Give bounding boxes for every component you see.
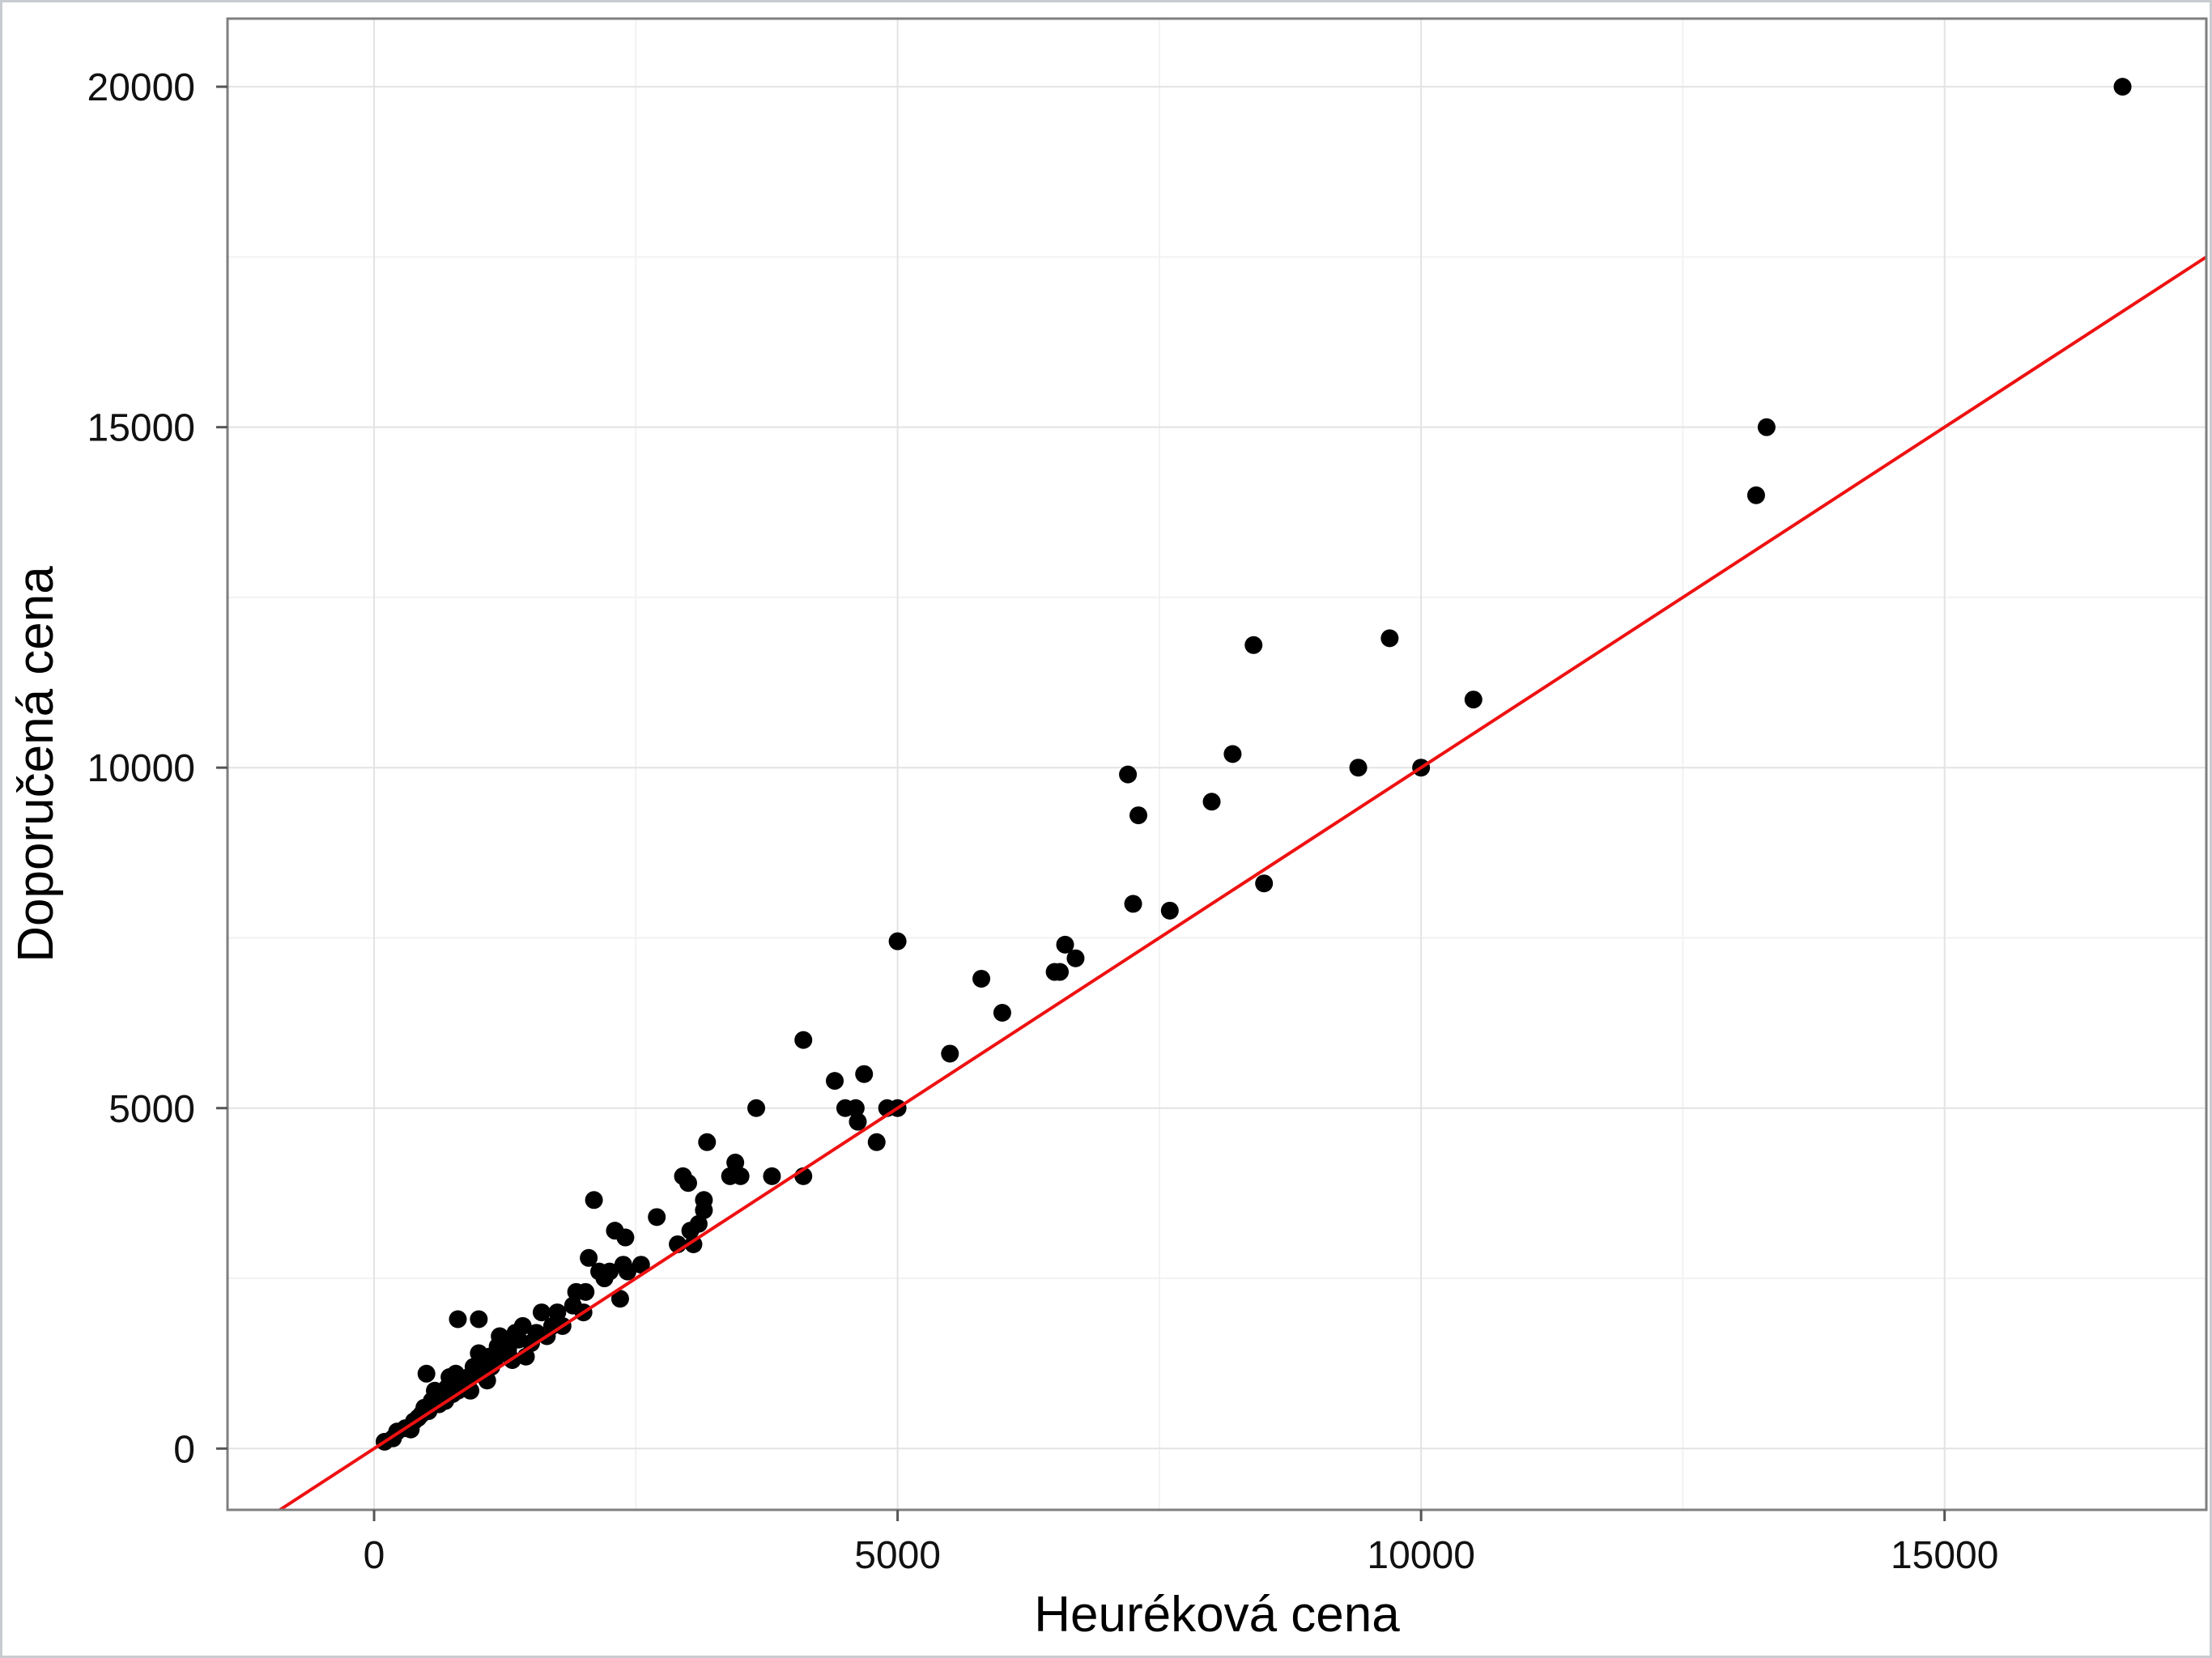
data-point [618,1262,636,1281]
data-point [1056,935,1074,954]
regression-line [279,255,2208,1511]
data-point [580,1248,598,1267]
y-axis-title: Doporučená cena [8,566,64,963]
data-point [1244,636,1263,654]
data-point [747,1099,766,1117]
y-axis: 0 5000 10000 15000 20000 [87,66,228,1471]
data-point [462,1381,480,1400]
data-point [1119,765,1138,784]
x-tick-label: 5000 [854,1534,941,1577]
x-tick-label: 0 [364,1534,385,1577]
data-point [548,1303,567,1322]
data-point [726,1154,745,1172]
plot-area [228,19,2206,1510]
data-point [532,1303,551,1322]
y-tick-label: 0 [173,1428,195,1471]
data-point [610,1290,629,1308]
data-point [1223,745,1242,763]
data-point [2113,78,2132,96]
data-point [678,1174,697,1192]
major-gridlines [228,19,2206,1510]
x-tick-label: 10000 [1367,1534,1474,1577]
data-point [1464,691,1482,709]
data-point [600,1262,619,1281]
data-point [1202,793,1221,811]
x-axis: 0 5000 10000 15000 [364,1510,1998,1577]
data-point [1255,874,1274,893]
data-point [1051,963,1070,981]
data-point [867,1133,886,1151]
data-point [763,1167,781,1185]
data-point [689,1214,708,1233]
data-point [470,1310,488,1329]
data-point [826,1072,844,1090]
data-point [731,1167,750,1185]
data-point [1066,949,1085,967]
data-point [695,1191,713,1209]
data-point [616,1228,635,1247]
data-point [417,1364,436,1383]
data-point [1757,418,1776,436]
data-point [1129,806,1148,825]
data-point [888,932,907,950]
y-tick-label: 20000 [87,66,195,109]
data-point [941,1044,959,1063]
x-tick-label: 15000 [1891,1534,1998,1577]
x-axis-title: Heuréková cena [1034,1587,1400,1643]
plot-border [226,17,2208,1511]
y-tick-label: 10000 [87,747,195,790]
data-point [993,1004,1011,1022]
data-point [1160,901,1179,920]
data-point [585,1191,603,1209]
data-point [1746,486,1765,504]
y-tick-label: 15000 [87,407,195,450]
data-point [855,1065,874,1083]
data-point [846,1099,865,1117]
data-point [849,1112,867,1131]
data-point [698,1133,717,1151]
data-point [972,969,991,988]
data-point [632,1256,650,1274]
data-point [1349,759,1368,777]
data-point [794,1031,813,1049]
data-point [449,1310,467,1329]
data-point [648,1208,666,1226]
data-point [1124,895,1142,913]
data-point [1380,629,1399,648]
data-point [576,1282,595,1301]
y-tick-label: 5000 [108,1088,195,1131]
data-point [513,1316,532,1335]
